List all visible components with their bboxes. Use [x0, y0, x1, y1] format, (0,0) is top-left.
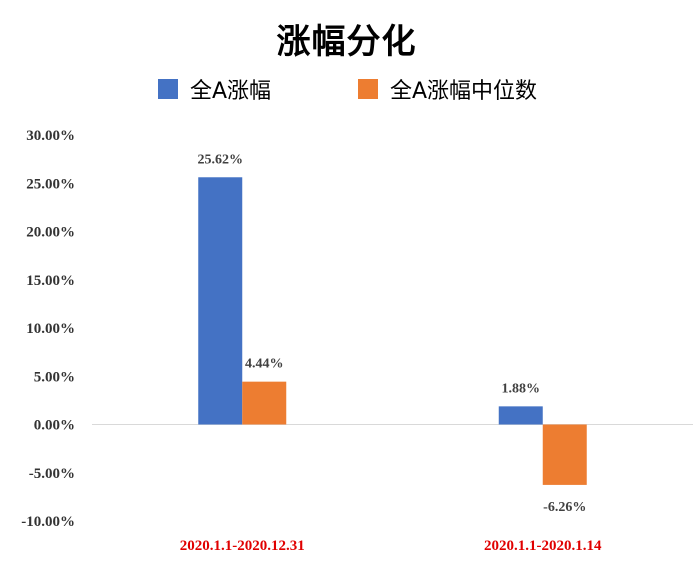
- legend-swatch-series-2: [358, 79, 378, 99]
- y-tick-label: -5.00%: [29, 466, 75, 482]
- legend-item-series-2: 全A涨幅中位数: [358, 74, 537, 104]
- y-tick-label: 10.00%: [26, 321, 75, 337]
- x-category-label: 2020.1.1-2020.12.31: [180, 538, 305, 554]
- y-tick-label: 30.00%: [26, 128, 75, 144]
- legend-item-series-1: 全A涨幅: [158, 74, 271, 104]
- legend-label-series-2: 全A涨幅中位数: [390, 79, 538, 104]
- bar-2-1: [242, 381, 287, 425]
- data-label: 25.62%: [198, 152, 244, 167]
- data-label: 4.44%: [245, 357, 284, 372]
- y-tick-label: 25.00%: [26, 176, 75, 192]
- legend-label-series-1: 全A涨幅: [190, 79, 272, 104]
- bar-1-1: [198, 177, 243, 425]
- bar-1-2: [498, 406, 543, 425]
- legend-swatch-series-1: [158, 79, 178, 99]
- bar-2-2: [542, 424, 587, 485]
- y-tick-label: 5.00%: [34, 369, 75, 385]
- y-tick-label: 0.00%: [34, 418, 75, 434]
- x-category-label: 2020.1.1-2020.1.14: [484, 538, 602, 554]
- y-tick-label: 15.00%: [26, 273, 75, 289]
- chart-title: 涨幅分化: [276, 22, 417, 62]
- data-label: -6.26%: [543, 500, 586, 515]
- data-label: 1.88%: [502, 381, 541, 396]
- y-tick-label: -10.00%: [21, 514, 75, 530]
- y-tick-label: 20.00%: [26, 225, 75, 241]
